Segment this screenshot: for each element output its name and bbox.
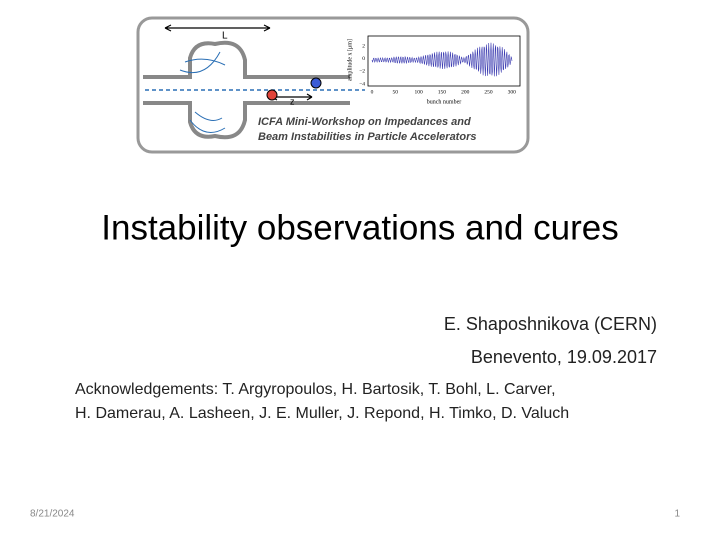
title: Instability observations and cures bbox=[101, 208, 619, 247]
plot-x-tick: 250 bbox=[484, 89, 493, 95]
cavity bbox=[143, 40, 350, 140]
plot-x-tick: 200 bbox=[461, 89, 470, 95]
field-lines bbox=[179, 51, 226, 133]
plot-y-tick: −2 bbox=[359, 69, 365, 75]
bunch-blue bbox=[310, 77, 322, 89]
plot-x-label: bunch number bbox=[427, 99, 462, 105]
logo-frame bbox=[136, 16, 530, 154]
plot-y-label: amplitude x [μm] bbox=[347, 39, 353, 81]
plot-frame bbox=[367, 35, 521, 87]
footer-date: 8/21/2024 bbox=[30, 509, 75, 520]
length-label: L bbox=[222, 31, 228, 42]
plot-x-tick: 0 bbox=[371, 89, 374, 95]
place-date: Benevento, 19.09.2017 bbox=[471, 347, 657, 367]
bunch-red bbox=[266, 89, 278, 101]
workshop-line: ICFA Mini-Workshop on Impedances and bbox=[258, 116, 471, 128]
plot-y-tick: 0 bbox=[362, 56, 365, 62]
plot-x-tick: 150 bbox=[438, 89, 447, 95]
plot-y-tick: 2 bbox=[362, 43, 365, 49]
acknowledgements: Acknowledgements: T. Argyropoulos, H. Ba… bbox=[75, 381, 556, 398]
plot-x-tick: 300 bbox=[508, 89, 517, 95]
plot-x-tick: 50 bbox=[393, 89, 399, 95]
z-label: z bbox=[290, 96, 295, 106]
logo: L z amplitude x [μm] bunch number ICFA M… bbox=[136, 16, 530, 154]
page-number: 1 bbox=[674, 509, 680, 520]
plot-y-tick: −4 bbox=[359, 81, 365, 87]
waveform bbox=[371, 42, 513, 77]
workshop-line: Beam Instabilities in Particle Accelerat… bbox=[258, 131, 476, 143]
plot-x-tick: 100 bbox=[414, 89, 423, 95]
acknowledgements: H. Damerau, A. Lasheen, J. E. Muller, J.… bbox=[75, 405, 569, 422]
author: E. Shaposhnikova (CERN) bbox=[444, 314, 657, 334]
